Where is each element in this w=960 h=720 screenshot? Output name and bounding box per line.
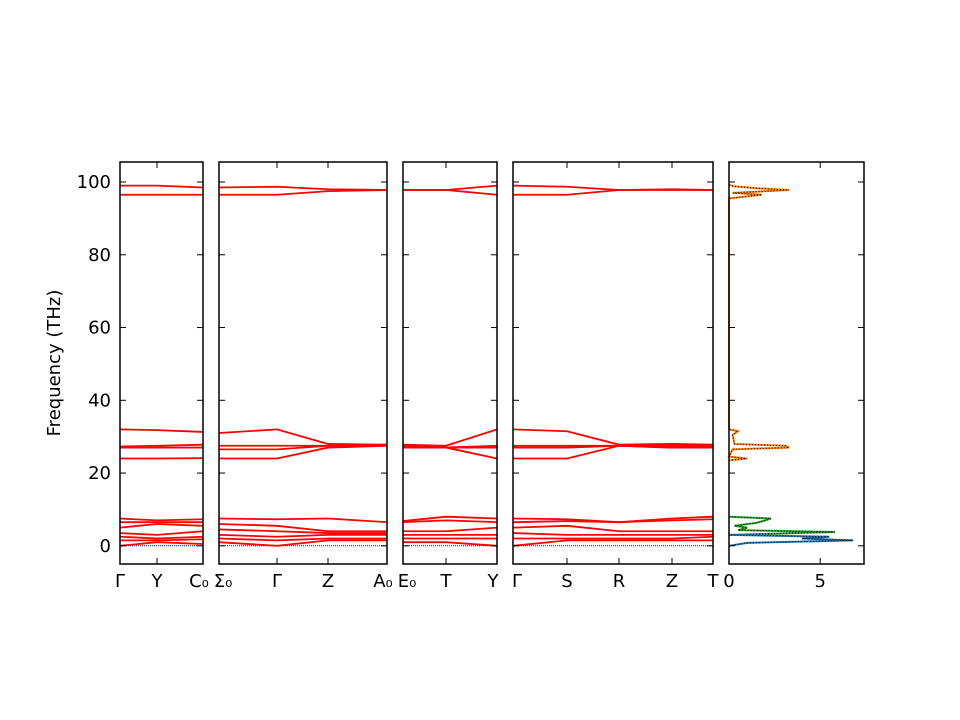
band-line — [119, 541, 204, 547]
band-line — [119, 530, 204, 536]
panel-frame — [218, 161, 388, 565]
kpoint-label: T — [440, 571, 453, 592]
y-axis-label: Frequency (THz) — [44, 290, 65, 437]
y-tick-label: 60 — [88, 318, 111, 339]
band-line — [402, 515, 498, 522]
band-line — [512, 428, 714, 446]
dos-curve-dotted — [728, 534, 854, 547]
band-line — [218, 537, 387, 542]
band-line — [219, 443, 388, 451]
y-tick-label: 20 — [88, 463, 111, 484]
kpoint-label: C₀ — [189, 571, 209, 592]
band-line — [512, 532, 713, 536]
kpoint-label: Z — [666, 571, 678, 592]
kpoint-label: E₀ — [398, 571, 417, 592]
band-line — [119, 523, 204, 529]
band-line — [403, 541, 498, 547]
panel-frame — [512, 161, 714, 565]
kpoint-label: A₀ — [373, 571, 393, 592]
band-line — [512, 539, 713, 547]
band-line — [403, 189, 498, 196]
kpoint-label: S — [561, 571, 572, 592]
band-line — [218, 523, 387, 533]
band-line — [120, 184, 204, 189]
panel-frame — [119, 161, 204, 565]
kpoint-label: Y — [151, 571, 164, 592]
band-line — [513, 189, 713, 196]
band-line — [119, 517, 204, 522]
kpoint-label: Γ — [272, 571, 282, 592]
dos-curve — [728, 515, 835, 536]
band-line — [119, 535, 204, 540]
panel-frame — [402, 161, 498, 565]
kpoint-label: Z — [322, 571, 334, 592]
kpoint-label: Γ — [115, 571, 125, 592]
y-tick-label: 80 — [88, 245, 111, 266]
kpoint-label: Σ₀ — [214, 571, 233, 592]
band-line — [218, 539, 387, 547]
band-line — [119, 428, 204, 433]
dos-curve-dotted — [728, 184, 790, 461]
band-line — [218, 533, 387, 538]
kpoint-label: R — [613, 571, 626, 592]
band-line — [403, 446, 498, 460]
dos-frame — [728, 161, 865, 565]
band-line — [219, 444, 388, 460]
dos-curve — [727, 183, 790, 462]
band-line — [218, 528, 387, 534]
band-line — [512, 518, 714, 524]
dos-x-tick-label: 5 — [814, 571, 825, 592]
band-line — [513, 444, 713, 460]
y-tick-label: 40 — [88, 390, 111, 411]
dos-x-tick-label: 0 — [723, 571, 734, 592]
band-line — [119, 443, 204, 448]
band-line — [218, 185, 388, 191]
band-line — [402, 519, 498, 524]
band-line — [120, 538, 204, 542]
kpoint-label: T — [707, 571, 720, 592]
dos-curve-dotted — [728, 516, 835, 536]
band-line — [219, 189, 388, 196]
y-tick-label: 100 — [77, 172, 111, 193]
band-line — [513, 535, 714, 540]
band-line — [218, 517, 388, 524]
kpoint-label: Y — [487, 571, 500, 592]
kpoint-label: Γ — [512, 571, 522, 592]
band-line — [403, 526, 498, 533]
band-line — [402, 428, 498, 447]
band-line — [512, 524, 713, 533]
band-line — [218, 428, 388, 446]
y-tick-label: 0 — [100, 536, 111, 557]
